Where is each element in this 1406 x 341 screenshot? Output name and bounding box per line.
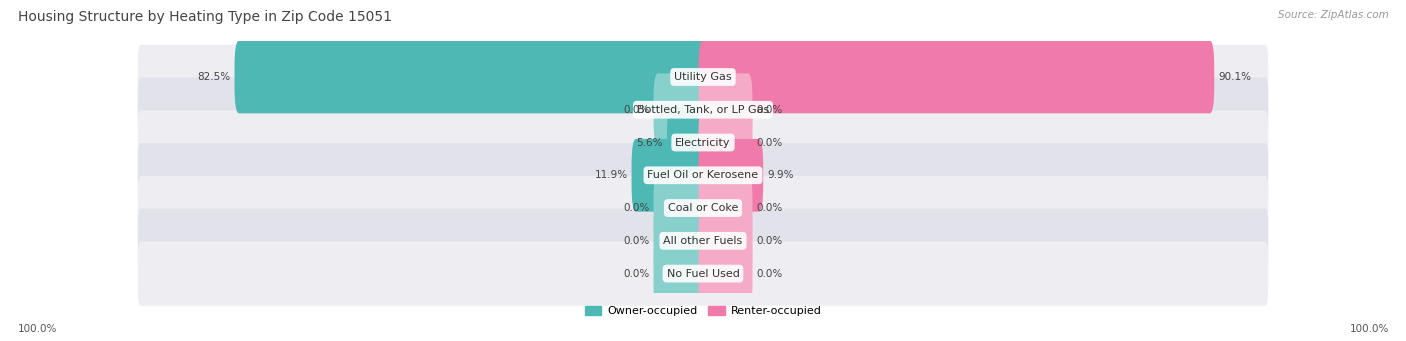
Text: 0.0%: 0.0%	[756, 203, 783, 213]
FancyBboxPatch shape	[631, 139, 707, 212]
FancyBboxPatch shape	[699, 205, 752, 277]
FancyBboxPatch shape	[699, 172, 752, 244]
Text: 0.0%: 0.0%	[623, 236, 650, 246]
FancyBboxPatch shape	[654, 172, 707, 244]
FancyBboxPatch shape	[138, 110, 1268, 175]
Text: 9.9%: 9.9%	[768, 170, 793, 180]
FancyBboxPatch shape	[654, 73, 707, 146]
FancyBboxPatch shape	[138, 241, 1268, 306]
Text: Electricity: Electricity	[675, 137, 731, 148]
FancyBboxPatch shape	[138, 78, 1268, 142]
Text: 82.5%: 82.5%	[197, 72, 231, 82]
FancyBboxPatch shape	[654, 205, 707, 277]
Text: 0.0%: 0.0%	[756, 269, 783, 279]
Text: 0.0%: 0.0%	[756, 137, 783, 148]
Text: 0.0%: 0.0%	[623, 203, 650, 213]
Text: 90.1%: 90.1%	[1218, 72, 1251, 82]
Text: 100.0%: 100.0%	[1350, 324, 1389, 334]
Text: Coal or Coke: Coal or Coke	[668, 203, 738, 213]
FancyBboxPatch shape	[699, 73, 752, 146]
FancyBboxPatch shape	[138, 45, 1268, 109]
Text: Housing Structure by Heating Type in Zip Code 15051: Housing Structure by Heating Type in Zip…	[18, 10, 392, 24]
Text: No Fuel Used: No Fuel Used	[666, 269, 740, 279]
Text: Bottled, Tank, or LP Gas: Bottled, Tank, or LP Gas	[637, 105, 769, 115]
Text: 5.6%: 5.6%	[637, 137, 664, 148]
Text: 0.0%: 0.0%	[756, 236, 783, 246]
FancyBboxPatch shape	[699, 139, 763, 212]
Text: All other Fuels: All other Fuels	[664, 236, 742, 246]
Text: 0.0%: 0.0%	[756, 105, 783, 115]
FancyBboxPatch shape	[666, 106, 707, 179]
Text: 0.0%: 0.0%	[623, 269, 650, 279]
Legend: Owner-occupied, Renter-occupied: Owner-occupied, Renter-occupied	[581, 301, 825, 321]
FancyBboxPatch shape	[699, 106, 752, 179]
Text: Fuel Oil or Kerosene: Fuel Oil or Kerosene	[647, 170, 759, 180]
FancyBboxPatch shape	[138, 143, 1268, 207]
FancyBboxPatch shape	[235, 41, 707, 113]
Text: 0.0%: 0.0%	[623, 105, 650, 115]
Text: Source: ZipAtlas.com: Source: ZipAtlas.com	[1278, 10, 1389, 20]
Text: 100.0%: 100.0%	[18, 324, 58, 334]
FancyBboxPatch shape	[138, 209, 1268, 273]
FancyBboxPatch shape	[654, 237, 707, 310]
Text: Utility Gas: Utility Gas	[675, 72, 731, 82]
FancyBboxPatch shape	[699, 41, 1215, 113]
Text: 11.9%: 11.9%	[595, 170, 627, 180]
FancyBboxPatch shape	[138, 176, 1268, 240]
FancyBboxPatch shape	[699, 237, 752, 310]
